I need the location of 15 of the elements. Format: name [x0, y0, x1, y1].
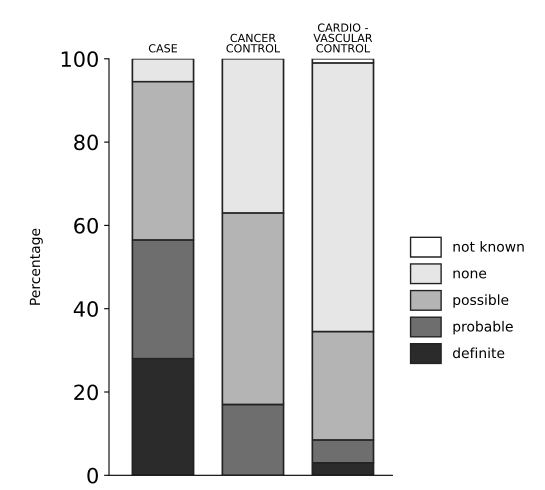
legend-label: probable: [453, 320, 513, 334]
y-tick-label: 60: [74, 218, 98, 234]
legend-label: none: [453, 270, 486, 278]
legend-label: possible: [453, 294, 508, 308]
y-tick-label: 40: [74, 301, 98, 317]
y-tick-label: 100: [62, 51, 98, 68]
y-tick-label: 80: [74, 134, 98, 150]
x-tick-label: CARDIO - VASCULAR CONTROL: [313, 23, 372, 52]
y-tick-label: 0: [87, 468, 98, 484]
y-axis-title: Percentage: [30, 228, 43, 305]
legend-label: not known: [453, 241, 524, 252]
x-tick-label: CASE: [148, 44, 177, 52]
legend-label: definite: [453, 347, 504, 358]
y-tick-label: 20: [74, 384, 98, 400]
x-tick-label: CANCER CONTROL: [226, 34, 280, 52]
